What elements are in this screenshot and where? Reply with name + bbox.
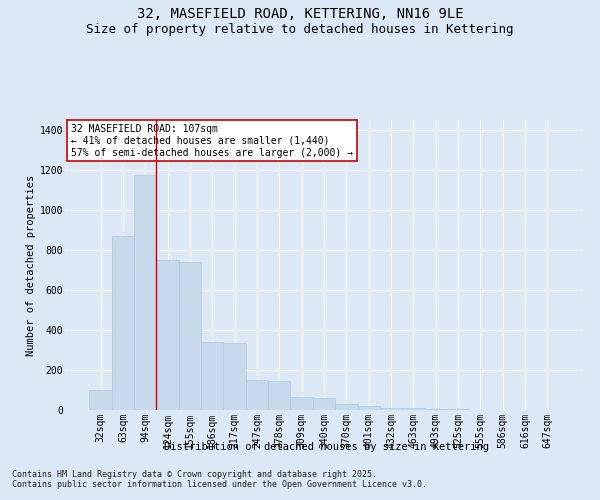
- Bar: [223, 343, 246, 410]
- Bar: [380, 408, 402, 410]
- Y-axis label: Number of detached properties: Number of detached properties: [26, 174, 35, 356]
- Text: Contains HM Land Registry data © Crown copyright and database right 2025.: Contains HM Land Registry data © Crown c…: [12, 470, 377, 479]
- Bar: [268, 381, 290, 410]
- Text: 32, MASEFIELD ROAD, KETTERING, NN16 9LE: 32, MASEFIELD ROAD, KETTERING, NN16 9LE: [137, 8, 463, 22]
- Bar: [157, 260, 179, 410]
- Bar: [179, 262, 201, 410]
- Bar: [358, 406, 380, 410]
- Bar: [402, 408, 425, 410]
- Bar: [290, 397, 313, 410]
- Text: Size of property relative to detached houses in Kettering: Size of property relative to detached ho…: [86, 22, 514, 36]
- Text: Contains public sector information licensed under the Open Government Licence v3: Contains public sector information licen…: [12, 480, 427, 489]
- Bar: [246, 380, 268, 410]
- Bar: [134, 175, 157, 410]
- Bar: [201, 342, 223, 410]
- Bar: [112, 236, 134, 410]
- Bar: [313, 398, 335, 410]
- Bar: [425, 409, 447, 410]
- Text: 32 MASEFIELD ROAD: 107sqm
← 41% of detached houses are smaller (1,440)
57% of se: 32 MASEFIELD ROAD: 107sqm ← 41% of detac…: [71, 124, 353, 158]
- Bar: [447, 409, 469, 410]
- Bar: [89, 390, 112, 410]
- Bar: [335, 404, 358, 410]
- Text: Distribution of detached houses by size in Kettering: Distribution of detached houses by size …: [164, 442, 490, 452]
